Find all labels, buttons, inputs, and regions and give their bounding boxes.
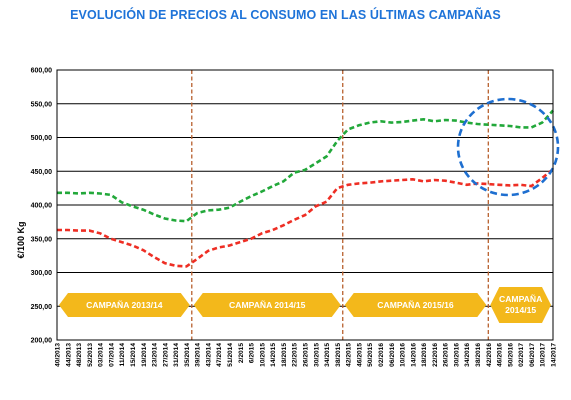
x-tick-label: 48/2013 — [76, 343, 83, 367]
x-tick-label: 03/2014 — [98, 343, 105, 367]
campaign-label: CAMPAÑA 2013/14 — [86, 300, 163, 310]
campaign-dividers — [191, 70, 489, 340]
x-tick-label: 26/2015 — [303, 343, 310, 367]
y-tick-label: 450,00 — [31, 169, 53, 176]
y-axis-label: €/100 Kg — [16, 221, 26, 258]
x-tick-label: 22/2015 — [292, 343, 299, 367]
series-layer — [56, 109, 554, 268]
x-tick-label: 2/2015 — [238, 343, 245, 364]
x-tick-label: 42/2016 — [486, 343, 493, 367]
series-line-2 — [57, 168, 554, 268]
x-tick-label: 15/2014 — [130, 343, 137, 367]
x-tick-label: 47/2014 — [216, 343, 223, 367]
x-tick-label: 38/2015 — [335, 343, 342, 367]
y-tick-label: 200,00 — [31, 338, 53, 345]
y-tick-label: 400,00 — [31, 203, 53, 210]
chart-title: EVOLUCIÓN DE PRECIOS AL CONSUMO EN LAS Ú… — [70, 8, 501, 22]
plot-frame — [56, 69, 554, 341]
y-tick-label: 550,00 — [31, 101, 53, 108]
x-tick-label: 11/2014 — [119, 343, 126, 367]
x-tick-label: 46/2015 — [356, 343, 363, 367]
campaign-banner — [193, 293, 341, 317]
x-tick-label: 19/2014 — [141, 343, 148, 367]
x-tick-label: 14/2015 — [270, 343, 277, 367]
highlight-layer — [456, 97, 560, 197]
x-tick-label: 52/2013 — [87, 343, 94, 367]
x-tick-label: 10/2017 — [540, 343, 547, 367]
x-tick-label: 06/2017 — [529, 343, 536, 367]
x-tick-label: 34/2015 — [324, 343, 331, 367]
campaign-label: 2014/15 — [505, 305, 536, 315]
x-tick-label: 6/2015 — [249, 343, 256, 364]
x-tick-label: 02/2016 — [378, 343, 385, 367]
x-tick-label: 23/2014 — [152, 343, 159, 367]
campaign-label: CAMPAÑA 2015/16 — [377, 300, 454, 310]
x-tick-label: 50/2015 — [367, 343, 374, 367]
x-tick-label: 42/2015 — [346, 343, 353, 367]
x-tick-label: 50/2016 — [507, 343, 514, 367]
campaign-label: CAMPAÑA — [499, 294, 542, 304]
x-tick-label: 46/2016 — [497, 343, 504, 367]
x-tick-label: 14/2017 — [551, 343, 558, 367]
highlight-ellipse — [456, 97, 560, 197]
x-tick-label: 38/2016 — [475, 343, 482, 367]
x-tick-label: 06/2016 — [389, 343, 396, 367]
campaign-banner — [59, 293, 190, 317]
x-tick-label: 10/2015 — [259, 343, 266, 367]
campaign-banner — [344, 293, 487, 317]
x-tick-label: 26/2016 — [443, 343, 450, 367]
y-tick-label: 250,00 — [31, 304, 53, 311]
x-tick-label: 18/2016 — [421, 343, 428, 367]
x-tick-label: 31/2014 — [173, 343, 180, 367]
campaign-layer: CAMPAÑA 2013/14 CAMPAÑA 2014/15 CAMPAÑA 20… — [59, 287, 551, 323]
x-tick-label: 27/2014 — [162, 343, 169, 367]
axis-layer: 200,00 250,00 300,00 350,00 400,00 450,00 500,… — [31, 68, 558, 367]
x-tick-label: 07/2014 — [108, 343, 115, 367]
x-tick-label: 40/2013 — [55, 343, 62, 367]
x-tick-label: 51/2014 — [227, 343, 234, 367]
x-tick-label: 14/2016 — [410, 343, 417, 367]
x-tick-label: 02/2017 — [518, 343, 525, 367]
y-tick-label: 500,00 — [31, 135, 53, 142]
y-tick-label: 600,00 — [31, 68, 53, 75]
x-tick-label: 35/2014 — [184, 343, 191, 367]
x-tick-label: 34/2016 — [464, 343, 471, 367]
x-tick-label: 39/2014 — [195, 343, 202, 367]
x-tick-label: 44/2013 — [65, 343, 72, 367]
campaign-label: CAMPAÑA 2014/15 — [229, 300, 306, 310]
x-tick-label: 30/2015 — [313, 343, 320, 367]
x-tick-label: 43/2014 — [206, 343, 213, 367]
x-tick-label: 30/2016 — [454, 343, 461, 367]
x-tick-label: 18/2015 — [281, 343, 288, 367]
x-tick-label: 22/2016 — [432, 343, 439, 367]
y-tick-label: 300,00 — [31, 270, 53, 277]
campaign-banner — [490, 287, 551, 323]
x-tick-label: 10/2016 — [400, 343, 407, 367]
y-tick-label: 350,00 — [31, 236, 53, 243]
